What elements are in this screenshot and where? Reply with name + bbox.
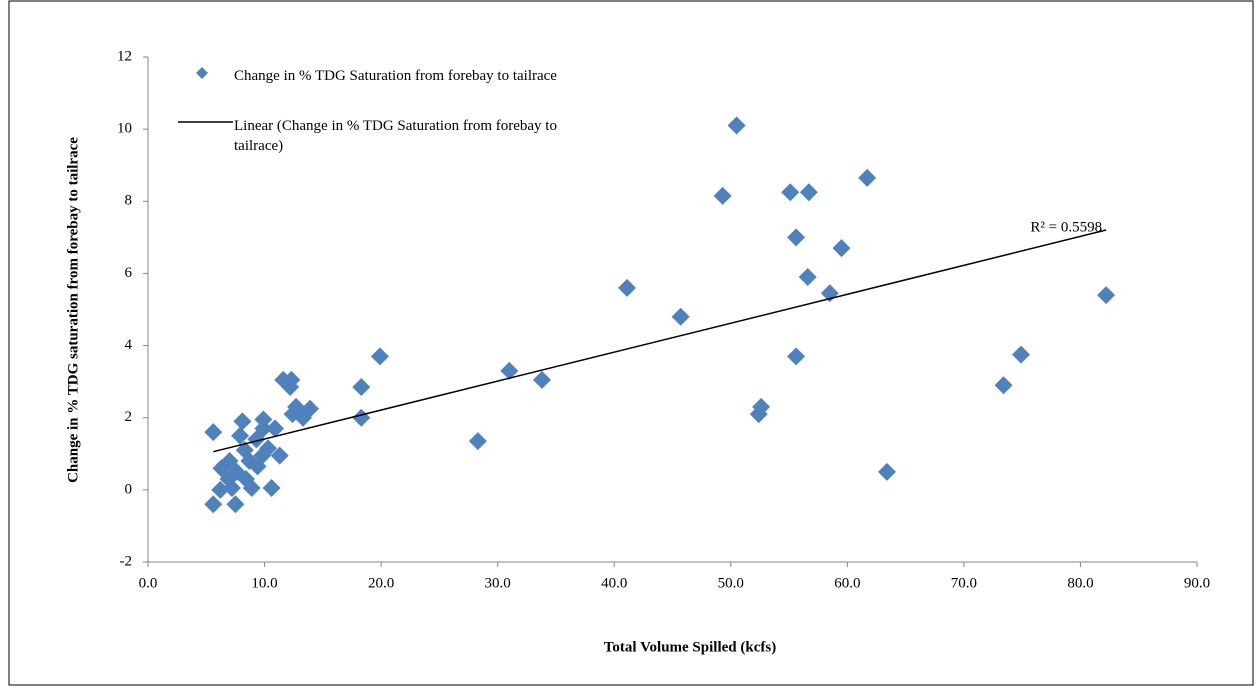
point xyxy=(858,168,877,187)
point xyxy=(231,426,250,445)
x-tick-label: 70.0 xyxy=(951,575,977,591)
y-tick-label: 8 xyxy=(125,193,133,209)
point xyxy=(370,347,389,366)
point xyxy=(832,239,851,258)
point xyxy=(254,419,273,438)
legend-label: Linear (Change in % TDG Saturation from … xyxy=(234,118,557,154)
point xyxy=(877,462,896,481)
point xyxy=(781,183,800,202)
point xyxy=(468,432,487,451)
x-tick-label: 50.0 xyxy=(718,575,744,591)
point xyxy=(500,361,519,380)
point xyxy=(787,347,806,366)
trendline xyxy=(213,229,1107,453)
y-tick-label: -2 xyxy=(120,553,133,569)
frame xyxy=(8,0,1254,686)
point xyxy=(270,446,289,465)
point xyxy=(799,183,818,202)
x-tick-label: 80.0 xyxy=(1067,575,1093,591)
legend-marker xyxy=(196,67,208,79)
point xyxy=(262,479,281,498)
x-axis-label: Total Volume Spilled (kcfs) xyxy=(604,639,776,655)
r-squared: R² = 0.5598 xyxy=(1030,219,1102,235)
y-tick-label: 10 xyxy=(117,121,132,137)
x-tick-label: 60.0 xyxy=(834,575,860,591)
point xyxy=(211,480,230,499)
point xyxy=(787,228,806,247)
point xyxy=(254,410,273,429)
point xyxy=(226,495,245,514)
x-tick-label: 40.0 xyxy=(601,575,627,591)
point xyxy=(618,278,637,297)
point xyxy=(752,397,771,416)
point xyxy=(994,376,1013,395)
point xyxy=(713,186,732,205)
point xyxy=(259,439,278,458)
y-tick-label: 0 xyxy=(125,481,133,497)
point xyxy=(1097,286,1116,305)
x-tick-label: 90.0 xyxy=(1184,575,1210,591)
y-tick-label: 12 xyxy=(117,48,132,64)
point xyxy=(727,116,746,135)
x-tick-label: 10.0 xyxy=(251,575,277,591)
point xyxy=(1012,345,1031,364)
point xyxy=(266,419,285,438)
legend-label: Change in % TDG Saturation from forebay … xyxy=(234,68,557,84)
point xyxy=(222,479,241,498)
point xyxy=(352,378,371,397)
point xyxy=(352,408,371,427)
point xyxy=(671,307,690,326)
y-tick-label: 2 xyxy=(125,409,133,425)
point xyxy=(282,370,301,389)
x-tick-label: 20.0 xyxy=(368,575,394,591)
y-tick-label: 6 xyxy=(125,265,133,281)
point xyxy=(204,495,223,514)
point xyxy=(242,479,261,498)
x-tick-label: 30.0 xyxy=(485,575,511,591)
point xyxy=(532,370,551,389)
point xyxy=(233,412,252,431)
y-tick-label: 4 xyxy=(125,337,133,353)
point xyxy=(798,268,817,287)
point xyxy=(301,399,320,418)
point xyxy=(204,423,223,442)
y-axis-label: Change in % TDG saturation from forebay … xyxy=(65,137,81,483)
x-tick-label: 0.0 xyxy=(139,575,158,591)
